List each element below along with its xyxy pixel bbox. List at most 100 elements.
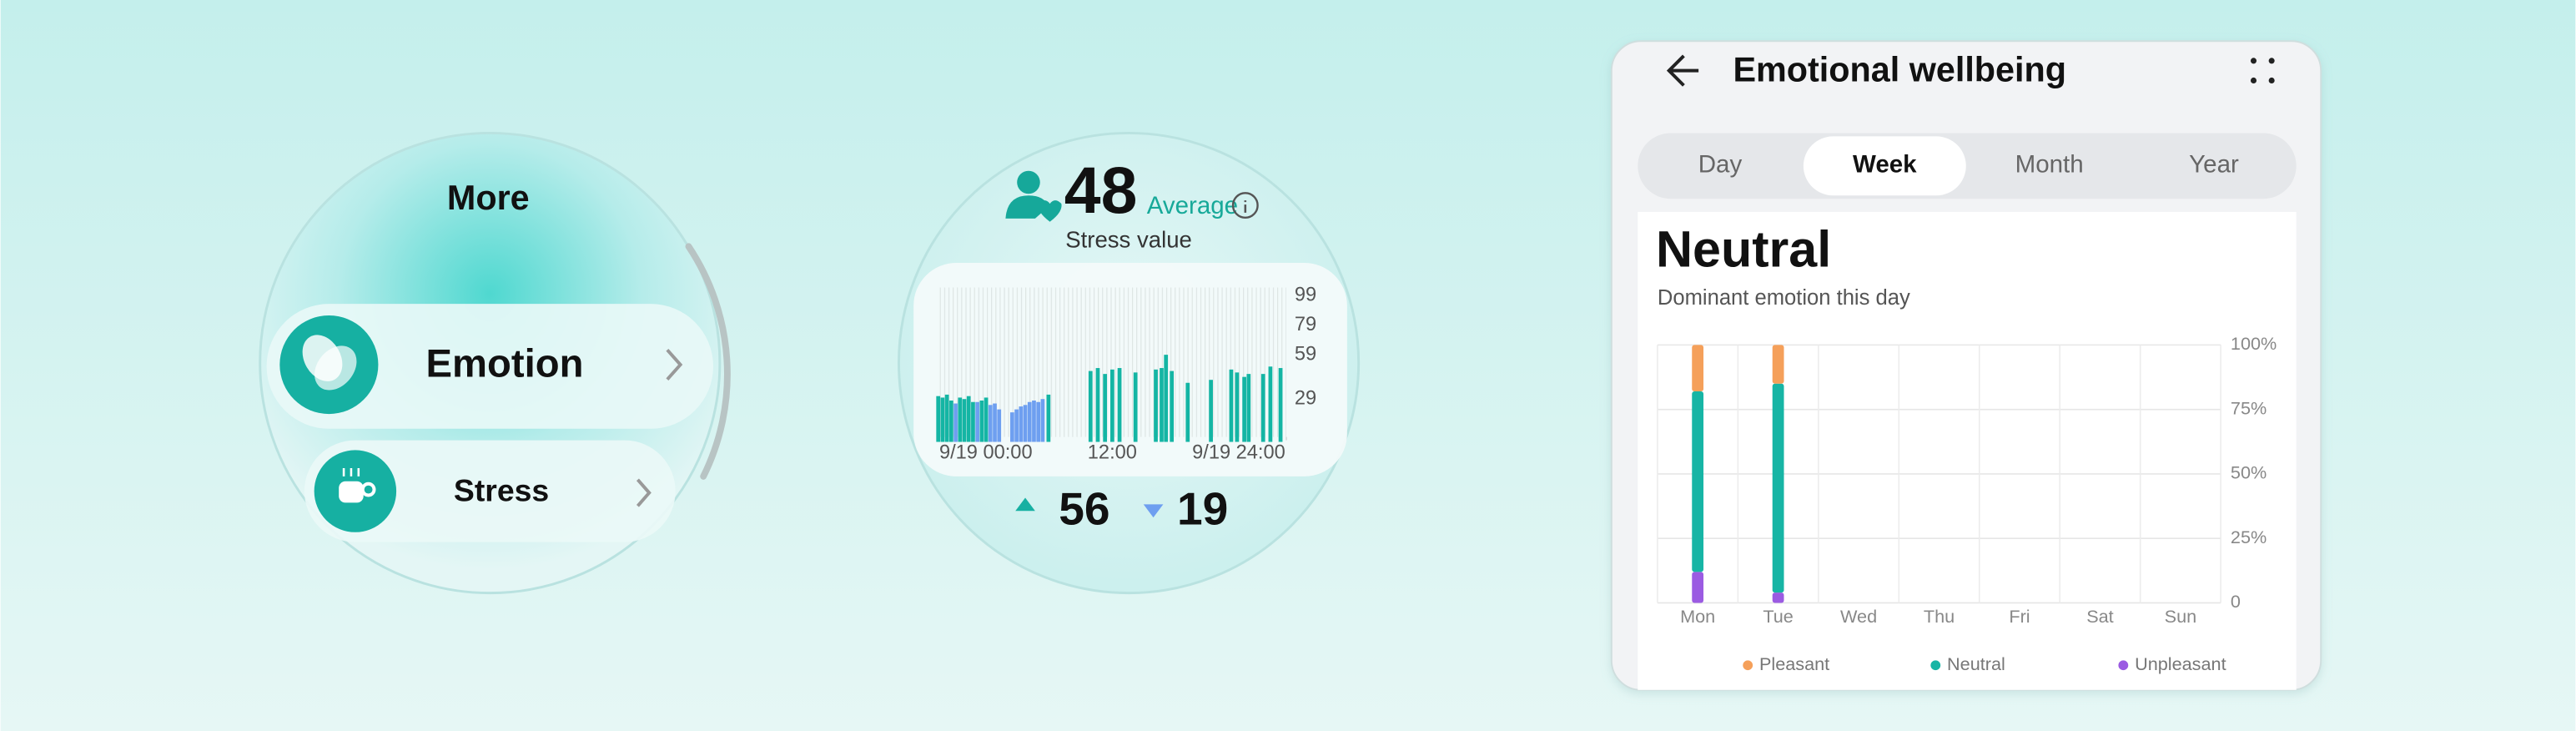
y-tick-label: 0	[2231, 591, 2241, 612]
y-tick-label: 100%	[2231, 333, 2277, 354]
bar	[1117, 368, 1122, 442]
person-icon-body	[1005, 195, 1049, 219]
bar-segment	[1692, 345, 1704, 392]
bar	[984, 397, 989, 442]
bar	[1154, 369, 1158, 442]
back-button[interactable]	[1666, 54, 1699, 87]
legend-swatch	[2118, 660, 2129, 671]
average-label: Average	[1147, 192, 1238, 219]
dot	[2268, 58, 2275, 64]
bar	[1040, 399, 1045, 442]
stress-icon-handle	[360, 481, 376, 497]
x-tick-label: 9/19 00:00	[939, 442, 1033, 464]
x-tick-label: 12:00	[1088, 442, 1137, 464]
x-tick-label: Tue	[1763, 606, 1794, 627]
tab[interactable]: Week	[1853, 151, 1917, 179]
menu-item-bg	[304, 440, 676, 542]
bar	[944, 394, 949, 442]
bar	[1164, 355, 1169, 442]
bar	[940, 397, 945, 442]
legend-label: Pleasant	[1759, 653, 1829, 674]
bar	[936, 396, 941, 442]
tab[interactable]: Month	[2015, 151, 2084, 179]
info-icon[interactable]	[1231, 192, 1259, 219]
heart-icon	[1038, 200, 1062, 222]
watch-menu: More Emotion Stress	[259, 131, 731, 595]
down-triangle	[1143, 504, 1164, 518]
y-tick-label: 99	[1295, 285, 1316, 306]
dot	[2250, 58, 2257, 64]
emotion-icon-petal	[314, 345, 357, 391]
x-tick-label: Mon	[1680, 606, 1715, 627]
up-triangle	[1015, 497, 1035, 512]
bar	[962, 399, 967, 442]
tab[interactable]: Day	[1698, 151, 1743, 179]
x-tick-label: Fri	[2009, 606, 2030, 627]
bar	[953, 403, 958, 442]
menu-title: More	[447, 179, 530, 217]
bar-segment	[1772, 592, 1784, 603]
y-tick-label: 25%	[2231, 527, 2267, 547]
bar	[1133, 372, 1138, 442]
x-tick-label: Thu	[1924, 606, 1955, 627]
person-icon-head	[1017, 170, 1040, 194]
stress-max: 56	[1059, 483, 1109, 535]
bar	[1235, 372, 1240, 442]
y-tick-label: 29	[1295, 387, 1316, 409]
bar	[1014, 409, 1019, 442]
bar	[1170, 371, 1175, 442]
bar	[1246, 374, 1251, 442]
bar	[993, 403, 997, 442]
caption: Stress value	[1065, 227, 1192, 253]
heading: Neutral	[1656, 220, 1831, 277]
content-panel	[1638, 211, 2297, 690]
legend-label: Unpleasant	[2135, 653, 2226, 674]
bar	[1023, 405, 1028, 442]
bar	[1278, 368, 1283, 442]
bar	[1010, 412, 1014, 442]
stress-icon-cup	[339, 481, 364, 503]
bar	[1095, 368, 1100, 442]
bar	[1103, 374, 1108, 442]
stress-average-value: 48	[1064, 154, 1138, 227]
scroll-indicator	[685, 243, 731, 480]
tab-selected-bg	[1803, 136, 1966, 196]
y-tick-label: 79	[1295, 314, 1316, 335]
bar	[1268, 366, 1273, 442]
tab[interactable]: Year	[2189, 151, 2239, 179]
x-tick-label: Sat	[2086, 606, 2113, 627]
watch-stress: 48 Average Stress value 56 19	[897, 131, 1361, 595]
x-tick-label: Sun	[2165, 606, 2197, 627]
bar	[948, 400, 953, 442]
screen-title: Emotional wellbeing	[1733, 51, 2066, 89]
bar	[971, 401, 975, 442]
bar	[1032, 400, 1036, 442]
more-button[interactable]	[2250, 58, 2275, 84]
menu-item-emotion[interactable]: Emotion	[266, 304, 714, 429]
bar	[1209, 380, 1213, 442]
bar	[1036, 401, 1041, 442]
bar-segment	[1692, 391, 1704, 572]
legend-label: Neutral	[1947, 653, 2005, 674]
bar	[958, 397, 963, 442]
bar-segment	[1772, 383, 1784, 593]
tab-bar	[1638, 133, 2297, 199]
dot	[2268, 77, 2275, 84]
menu-item-stress[interactable]: Stress	[304, 440, 676, 542]
bar	[1160, 368, 1164, 442]
phone-screen: Emotional wellbeing Day Week Month Year Neu…	[1610, 40, 2322, 691]
menu-item-bg	[266, 304, 714, 429]
bar-segment	[1772, 345, 1784, 384]
bar	[997, 409, 1002, 442]
bar	[1260, 374, 1265, 442]
bar	[988, 405, 993, 442]
menu-item-label: Stress	[454, 472, 549, 507]
legend-swatch	[1930, 660, 1941, 671]
y-tick-label: 75%	[2231, 397, 2267, 418]
bar	[1046, 394, 1051, 442]
stress-min: 19	[1177, 483, 1228, 535]
bar	[966, 396, 971, 442]
menu-item-label: Emotion	[426, 341, 584, 386]
